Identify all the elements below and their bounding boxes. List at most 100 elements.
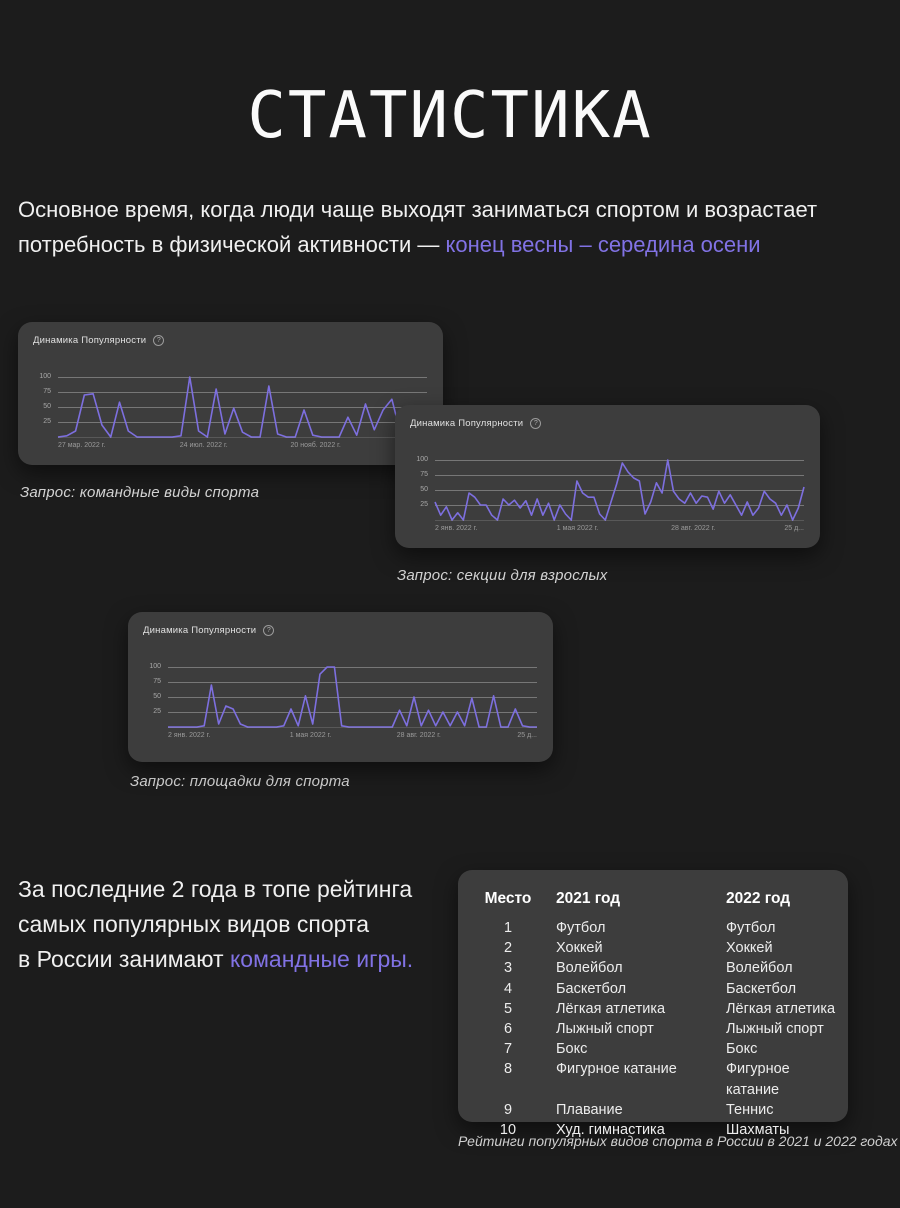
gridline [168,667,537,668]
chart-header: Динамика Популярности ? [143,625,275,636]
table-row: 10 Худ. гимнастика Шахматы [458,1120,848,1140]
rank-cell: 8 [503,1061,513,1078]
intro-text-line2: потребность в физической активности — [18,232,446,257]
x-axis-tick-label: 27 мар. 2022 г. [58,442,106,449]
table-row: 1 Футбол Футбол [458,918,848,938]
sport-2022-cell: Шахматы [726,1122,790,1139]
sport-2022-cell: Лёгкая атлетика [726,1000,836,1017]
trend-line [435,456,804,524]
y-axis-tick-label: 25 [43,418,51,425]
chart-plot-area: 25 50 75 100 27 мар. 2022 г. 24 июл. 2022 г. 2… [39,373,427,449]
y-axis-tick-label: 50 [153,693,161,700]
gridline [58,377,427,378]
conclusion-text-line3: в России занимают [18,946,230,972]
sport-2022-cell: Фигурное катание [726,1061,790,1098]
y-axis-tick-label: 25 [420,501,428,508]
rank-cell: 2 [503,940,513,957]
sport-2022-cell: Волейбол [726,960,793,977]
gridline [58,422,427,423]
col-header-2021: 2021 год [556,890,621,907]
table-row: 5 Лёгкая атлетика Лёгкая атлетика [458,999,848,1019]
x-axis-tick-label: 28 авг. 2022 г. [396,732,441,739]
table-row: 9 Плавание Теннис [458,1100,848,1120]
intro-paragraph: Основное время, когда люди чаще выходят … [18,192,890,262]
x-axis-tick-label: 28 авг. 2022 г. [671,525,716,532]
rank-cell: 1 [503,920,513,936]
table-header-row: Место 2021 год 2022 год [458,890,848,908]
chart-caption-adult-sections: Запрос: секции для взрослых [397,567,608,584]
sport-2021-cell: Баскетбол [556,980,627,997]
chart-plot-area: 25 50 75 100 2 янв. 2022 г. 1 мая 2022 г. 28 а… [149,663,537,739]
y-axis-tick-label: 75 [153,678,161,685]
table-row: 2 Хоккей Хоккей [458,938,848,958]
trend-line [58,373,427,441]
sport-2022-cell: Баскетбол [726,980,797,997]
gridline [435,460,804,461]
sport-2021-cell: Волейбол [556,960,623,977]
conclusion-paragraph: За последние 2 года в топе рейтинга самы… [18,872,438,977]
y-axis-tick-label: 50 [43,403,51,410]
rank-cell: 3 [503,960,513,977]
x-axis-tick-label: 2 янв. 2022 г. [435,525,478,532]
table-row: 3 Волейбол Волейбол [458,958,848,978]
x-axis-tick-label: 25 д... [517,732,537,739]
chart-title: Динамика Популярности [143,625,257,636]
chart-title: Динамика Популярности [410,418,524,429]
table-row: 8 Фигурное катание Фигурное катание [458,1059,848,1099]
x-axis-tick-label: 1 мая 2022 г. [289,732,332,739]
y-axis-tick-label: 75 [420,471,428,478]
x-axis-tick-label: 1 мая 2022 г. [556,525,599,532]
help-icon[interactable]: ? [530,418,542,429]
sport-2022-cell: Лыжный спорт [726,1021,824,1038]
sport-2021-cell: Фигурное катание [556,1061,677,1078]
chart-plot-area: 25 50 75 100 2 янв. 2022 г. 1 мая 2022 г. 28 а… [416,456,804,532]
help-icon[interactable]: ? [263,625,275,636]
help-icon[interactable]: ? [153,335,165,346]
rank-cell: 9 [503,1101,513,1118]
chart-title: Динамика Популярности [33,335,147,346]
y-axis-tick-label: 25 [153,708,161,715]
rank-cell: 7 [503,1041,513,1058]
x-axis-tick-label: 2 янв. 2022 г. [168,732,211,739]
x-axis-tick-label: 25 д... [784,525,804,532]
page-title: СТАТИСТИКА [247,79,653,153]
rank-cell: 4 [503,980,513,997]
gridline [435,490,804,491]
y-axis-tick-label: 100 [149,663,161,670]
chart-caption-sport-grounds: Запрос: площадки для спорта [130,773,350,790]
gridline [168,682,537,683]
x-axis-labels: 2 янв. 2022 г. 1 мая 2022 г. 28 авг. 2022 … [168,732,537,742]
table-row: 6 Лыжный спорт Лыжный спорт [458,1019,848,1039]
col-header-place: Место [484,890,532,907]
intro-accent-text: конец весны – середина осени [445,232,761,257]
rank-cell: 6 [503,1021,513,1038]
sport-2021-cell: Плавание [556,1101,623,1118]
conclusion-text-line2: самых популярных видов спорта [18,911,369,937]
y-axis-tick-label: 75 [43,388,51,395]
sport-2021-cell: Худ. гимнастика [556,1122,665,1139]
gridline [168,697,537,698]
trend-chart-card-sport-grounds: Динамика Популярности ? 25 50 75 100 2 янв. … [128,612,553,762]
gridline [58,407,427,408]
rank-cell: 5 [503,1000,513,1017]
table-row: 4 Баскетбол Баскетбол [458,979,848,999]
sport-2022-cell: Теннис [726,1101,774,1118]
gridline [168,712,537,713]
sport-2021-cell: Бокс [556,1041,588,1058]
chart-header: Динамика Популярности ? [410,418,542,429]
y-axis-tick-label: 100 [39,373,51,380]
col-header-2022: 2022 год [726,890,791,907]
ranking-table-card: Место 2021 год 2022 год 1 Футбол Футбол 2 Хо… [458,870,848,1138]
rank-cell: 10 [499,1122,517,1139]
intro-text-line1: Основное время, когда люди чаще выходят … [18,197,818,222]
gridline [435,505,804,506]
gridline [58,392,427,393]
x-axis-tick-label: 20 нояб. 2022 г. [290,442,341,449]
sport-2021-cell: Лёгкая атлетика [556,1000,666,1017]
sport-2022-cell: Футбол [726,920,776,936]
y-axis-tick-label: 50 [420,486,428,493]
x-axis-labels: 27 мар. 2022 г. 24 июл. 2022 г. 20 нояб. 2… [58,442,427,452]
y-axis-tick-label: 100 [416,456,428,463]
sport-2022-cell: Хоккей [726,940,773,957]
